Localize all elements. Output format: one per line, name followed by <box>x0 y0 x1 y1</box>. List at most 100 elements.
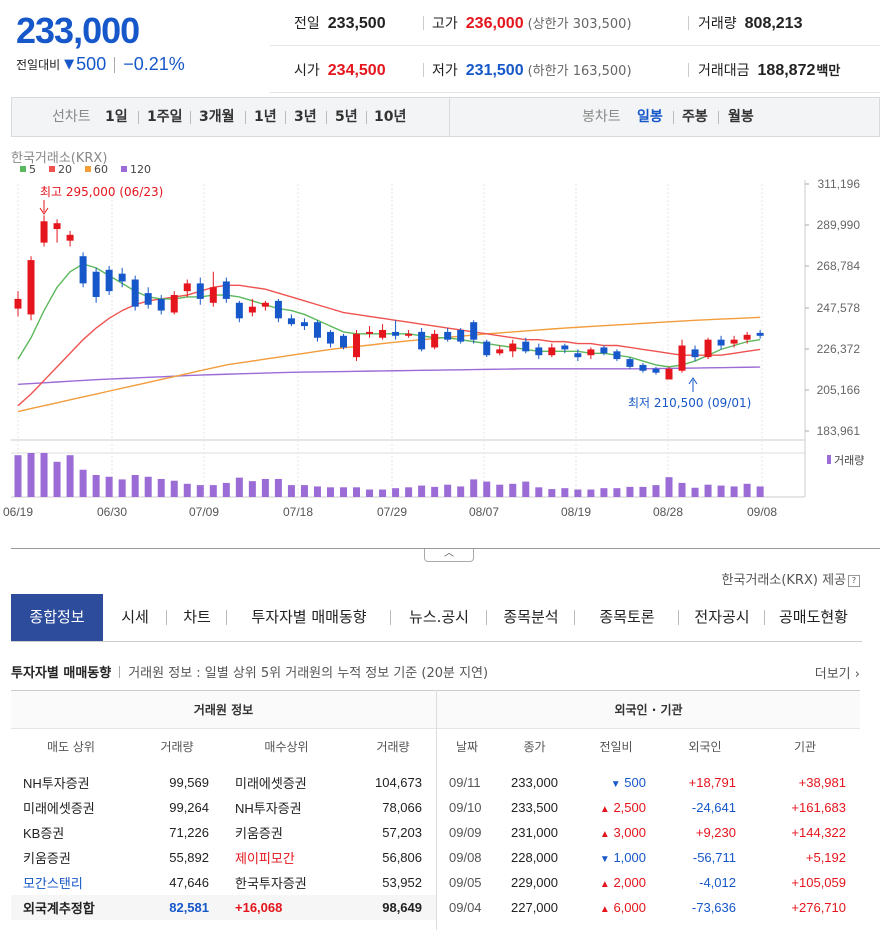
volume-bar <box>274 478 282 497</box>
chart-period-bar: 선차트 1일 1주일 3개월 1년 3년 5년 10년 봉차트 일봉 주봉 월봉 <box>11 97 880 137</box>
close-price: 233,500 <box>511 799 558 815</box>
volume-bar <box>248 481 256 497</box>
y-tick-label: 311,196 <box>818 177 861 191</box>
candle-body <box>235 302 243 319</box>
candle-body <box>600 347 608 354</box>
tab-news[interactable]: 뉴스.공시 <box>391 594 487 641</box>
more-link[interactable]: 더보기 › <box>814 667 860 682</box>
chart-collapse-toggle[interactable]: ︿ <box>424 549 474 562</box>
candle-body <box>92 271 100 297</box>
up-triangle-icon: ▲ <box>599 903 610 915</box>
candle-body <box>183 283 191 292</box>
foreign-institution-table: 외국인 · 기관 날짜 종가 전일비 외국인 기관 09/11 233,000 ▼ … <box>437 690 860 920</box>
volume-bar <box>53 461 61 497</box>
candle-body <box>509 343 517 352</box>
broker-row: 키움증권 55,892 제이피모간 56,806 <box>11 845 436 870</box>
quote-prev: 전일 233,500 <box>294 14 386 32</box>
candle-body <box>665 368 673 380</box>
range-5y[interactable]: 5년 <box>335 109 358 125</box>
y-tick-label: 226,372 <box>817 342 861 356</box>
foreign-group-header: 외국인 · 기관 <box>437 690 860 729</box>
candle-body <box>730 339 738 344</box>
volume-bar <box>652 485 660 497</box>
tab-disclosure[interactable]: 전자공시 <box>679 594 765 641</box>
candle-body <box>626 359 634 367</box>
tab-price[interactable]: 시세 <box>103 594 167 641</box>
legend-swatch <box>85 166 91 172</box>
candle-monthly[interactable]: 월봉 <box>728 109 754 125</box>
range-1y[interactable]: 1년 <box>254 109 277 125</box>
volume-bar <box>405 487 413 497</box>
sell-broker[interactable]: 미래에셋증권 <box>23 800 95 816</box>
candle-body <box>405 333 413 336</box>
volume-bar <box>105 476 113 497</box>
day-change: ▲ 2,000 <box>599 874 646 890</box>
sell-broker[interactable]: 모간스탠리 <box>23 875 83 891</box>
tab-discussion[interactable]: 종목토론 <box>575 594 679 641</box>
line-chart-label[interactable]: 선차트 <box>52 109 91 125</box>
down-triangle-icon: ▼ <box>599 853 610 865</box>
stock-chart: 한국거래소(KRX) 5 20 60 120 311,196 289,990 268,78… <box>3 151 864 519</box>
buy-volume: 57,203 <box>382 824 422 840</box>
candle-body <box>522 341 530 352</box>
buy-broker[interactable]: 키움증권 <box>235 825 283 841</box>
quote-volume: 거래량 808,213 <box>698 14 803 32</box>
change-amount: 500 <box>76 54 107 74</box>
sell-broker[interactable]: NH투자증권 <box>23 775 90 791</box>
volume-bar <box>144 476 152 497</box>
volume-bar <box>326 487 334 497</box>
candle-body <box>366 331 374 334</box>
x-tick-label: 06/30 <box>97 505 127 519</box>
candle-daily[interactable]: 일봉 <box>637 109 663 125</box>
candle-body <box>652 368 660 373</box>
range-10y[interactable]: 10년 <box>374 109 407 125</box>
volume-bar <box>743 483 751 497</box>
foreign-net: +9,230 <box>695 824 736 840</box>
ma60-line <box>17 316 761 413</box>
candle-weekly[interactable]: 주봉 <box>682 109 708 125</box>
range-3m[interactable]: 3개월 <box>199 109 235 125</box>
tab-chart[interactable]: 차트 <box>167 594 227 641</box>
sell-broker[interactable]: 키움증권 <box>23 850 71 866</box>
range-1d[interactable]: 1일 <box>105 109 128 125</box>
help-icon[interactable]: ? <box>848 574 860 587</box>
day-change: ▲ 3,000 <box>599 824 646 840</box>
buy-broker[interactable]: 미래에셋증권 <box>235 775 307 791</box>
buy-broker[interactable]: NH투자증권 <box>235 800 302 816</box>
buy-broker[interactable]: 한국투자증권 <box>235 875 307 891</box>
volume-bar <box>691 487 699 497</box>
volume-bar <box>496 484 504 497</box>
range-3y[interactable]: 3년 <box>294 109 317 125</box>
trade-date: 09/04 <box>449 899 482 915</box>
day-change: ▼ 1,000 <box>599 849 646 865</box>
y-tick-label: 289,990 <box>817 218 861 232</box>
tab-short-selling[interactable]: 공매도현황 <box>778 608 848 626</box>
x-tick-label: 07/18 <box>283 505 313 519</box>
legend-label: 60 <box>94 163 108 176</box>
tab-investor-trend[interactable]: 투자자별 매매동향 <box>227 594 391 641</box>
range-1w[interactable]: 1주일 <box>147 109 183 125</box>
tab-summary[interactable]: 종합정보 <box>11 594 103 641</box>
price-change-row: 전일대비 ▼ 500 −0.21% <box>16 54 185 75</box>
candle-body <box>222 281 230 299</box>
sell-broker[interactable]: KB증권 <box>23 825 65 841</box>
broker-row: 모간스탠리 47,646 한국투자증권 53,952 <box>11 870 436 895</box>
candle-body <box>353 333 361 358</box>
close-price: 228,000 <box>511 849 558 865</box>
chevron-right-icon: › <box>854 667 860 682</box>
candle-body <box>678 345 686 371</box>
x-axis: 06/19 06/30 07/09 07/18 07/29 08/07 08/19 08/28… <box>3 505 777 519</box>
y-tick-label: 205,166 <box>817 383 861 397</box>
volume-bar <box>561 488 569 497</box>
buy-volume: 56,806 <box>382 849 422 865</box>
volume-bar <box>27 453 35 497</box>
volume-bar <box>366 489 374 497</box>
foreign-total-row: 외국계추정합 82,581 +16,068 98,649 <box>11 894 436 920</box>
x-tick-label: 08/19 <box>561 505 591 519</box>
buy-broker[interactable]: 제이피모간 <box>235 850 295 866</box>
tab-analysis[interactable]: 종목분석 <box>487 594 575 641</box>
up-triangle-icon: ▲ <box>599 803 610 815</box>
candle-chart-label[interactable]: 봉차트 <box>582 109 621 125</box>
volume-bar <box>717 485 725 497</box>
volume-bar <box>600 488 608 497</box>
